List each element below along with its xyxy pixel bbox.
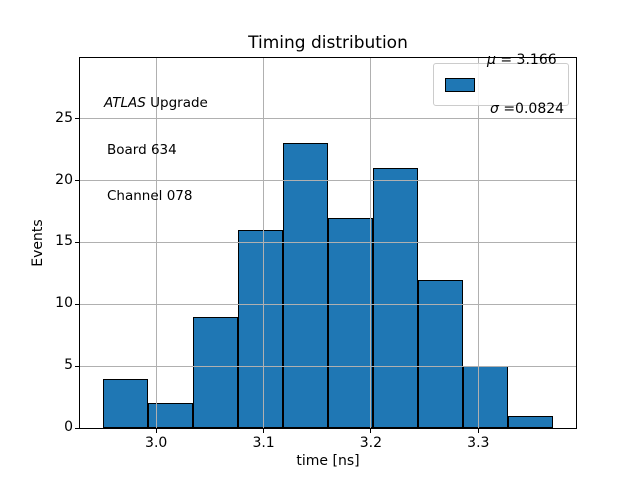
mu-symbol: μ (487, 51, 496, 68)
plot-area: ATLAS Upgrade Board 634 Channel 078 μ = … (79, 52, 577, 429)
annotation-line-2: Board 634 (107, 141, 177, 158)
sigma-symbol: σ (490, 101, 499, 117)
legend-sigma-line: σ =0.0824 (487, 101, 564, 118)
histogram-bar (192, 316, 238, 428)
mu-value: = 3.166 (495, 51, 557, 68)
y-tick-label: 25 (55, 109, 73, 126)
x-tick (155, 429, 157, 433)
legend-mu-line: μ = 3.166 (487, 52, 564, 69)
histogram-bar (102, 378, 148, 428)
y-tick-label: 10 (55, 295, 73, 312)
y-tick (75, 303, 79, 305)
x-tick-label: 3.2 (359, 435, 383, 451)
sigma-value: =0.0824 (498, 101, 565, 117)
annotation-upgrade-text: Upgrade (145, 95, 208, 111)
chart-title: Timing distribution (248, 33, 408, 53)
annotation-atlas-text: ATLAS (104, 95, 146, 111)
y-gridline (80, 118, 576, 120)
y-gridline (80, 241, 576, 243)
y-tick-label: 0 (64, 419, 73, 435)
legend-swatch (445, 77, 475, 92)
histogram-bar (418, 279, 464, 428)
y-tick (75, 427, 79, 429)
histogram-bar (282, 143, 328, 428)
y-tick (75, 241, 79, 243)
x-axis-label: time [ns] (296, 453, 360, 469)
legend-box: μ = 3.166 σ =0.0824 (433, 52, 569, 117)
annotation-line-3: Channel 078 (107, 188, 193, 204)
x-gridline (370, 58, 372, 428)
annotation-block: ATLAS Upgrade Board 634 Channel 078 (104, 65, 208, 236)
y-tick-label: 20 (55, 171, 73, 188)
histogram-bar (373, 168, 419, 428)
x-tick (477, 429, 479, 433)
histogram-bar (328, 217, 374, 428)
x-tick-label: 3.1 (252, 435, 275, 451)
x-tick-label: 3.0 (145, 435, 168, 451)
x-gridline (263, 58, 265, 428)
legend-text: μ = 3.166 σ =0.0824 (487, 19, 564, 151)
y-gridline (80, 303, 576, 305)
x-tick (263, 429, 265, 433)
y-tick-label: 15 (55, 233, 73, 250)
y-tick-label: 5 (64, 357, 73, 374)
y-gridline (80, 180, 576, 181)
annotation-line-1: ATLAS Upgrade (104, 95, 208, 112)
y-tick (75, 365, 79, 367)
x-gridline (477, 58, 479, 428)
x-gridline (155, 58, 157, 428)
x-tick-label: 3.3 (467, 435, 490, 451)
histogram-bar (147, 403, 193, 428)
y-tick (75, 180, 79, 181)
histogram-bar (508, 415, 554, 428)
y-tick (75, 118, 79, 120)
y-gridline (80, 365, 576, 367)
histogram-bar (237, 230, 283, 428)
x-tick (370, 429, 372, 433)
histogram-bar (463, 366, 509, 428)
